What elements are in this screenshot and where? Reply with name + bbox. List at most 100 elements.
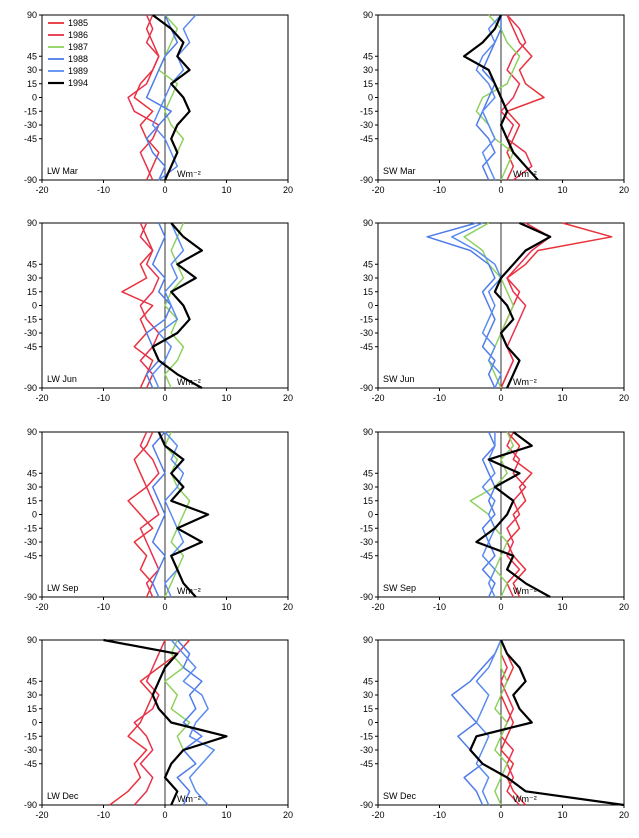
series-line-1994: [151, 222, 203, 389]
y-tick-label: 45: [27, 676, 37, 686]
y-tick-label: -30: [24, 537, 37, 547]
y-tick-label: 0: [368, 510, 373, 520]
y-tick-label: 45: [363, 259, 373, 269]
y-tick-label: 15: [363, 79, 373, 89]
y-tick-label: 0: [32, 301, 37, 311]
x-tick-label: -10: [433, 602, 446, 612]
y-tick-label: -90: [360, 175, 373, 185]
series-line-1986: [133, 639, 166, 806]
y-tick-label: -30: [360, 745, 373, 755]
y-tick-label: -15: [24, 106, 37, 116]
panel-label: LW Sep: [47, 583, 78, 593]
x-tick-label: 20: [619, 185, 629, 195]
x-axis-unit: Wm⁻²: [513, 377, 537, 387]
legend-label-1987: 1987: [68, 42, 88, 52]
y-tick-label: 30: [363, 482, 373, 492]
series-line-1988: [481, 431, 496, 598]
y-tick-label: 45: [363, 51, 373, 61]
x-tick-label: -10: [97, 810, 110, 820]
y-tick-label: -90: [360, 592, 373, 602]
y-tick-label: 0: [32, 93, 37, 103]
series-line-1989: [170, 639, 215, 806]
x-tick-label: 0: [498, 185, 503, 195]
x-tick-label: -20: [371, 602, 384, 612]
y-tick-label: 90: [27, 218, 37, 228]
x-tick-label: -20: [35, 393, 48, 403]
y-tick-label: 30: [27, 690, 37, 700]
x-tick-label: -20: [35, 602, 48, 612]
x-tick-label: 10: [557, 602, 567, 612]
panel-sw-mar: 90 45 30 15 0 -15 -30 -45 -90-20 -10 0 10 20 SW Mar Wm…: [360, 10, 629, 195]
y-tick-label: -45: [360, 134, 373, 144]
y-tick-label: 15: [363, 496, 373, 506]
x-tick-label: 20: [283, 393, 293, 403]
y-tick-label: -90: [24, 383, 37, 393]
series-line-1989: [475, 14, 502, 181]
y-tick-label: 15: [27, 704, 37, 714]
x-tick-label: 0: [162, 810, 167, 820]
series-line-1989: [451, 222, 502, 389]
series-line-1994: [469, 639, 625, 807]
y-tick-label: 30: [363, 690, 373, 700]
series-line-1987: [164, 222, 185, 389]
series-line-1987: [164, 431, 191, 598]
series-line-1988: [151, 431, 166, 598]
y-tick-label: 30: [363, 273, 373, 283]
panel-lw-mar: 90 45 30 15 0 -15 -30 -45 -90-20 -10 0 10 20 LW Mar Wm…: [24, 10, 293, 195]
x-axis-unit: Wm⁻²: [177, 169, 201, 179]
x-axis-unit: Wm⁻²: [177, 377, 201, 387]
y-tick-label: 30: [363, 65, 373, 75]
series-line-1988: [426, 222, 496, 389]
y-tick-label: 45: [363, 676, 373, 686]
y-tick-label: 0: [32, 718, 37, 728]
series-line-1989: [151, 14, 197, 181]
y-tick-label: 15: [363, 287, 373, 297]
y-tick-label: -30: [360, 120, 373, 130]
x-tick-label: -10: [433, 185, 446, 195]
y-tick-label: -90: [24, 175, 37, 185]
series-line-1994: [103, 638, 228, 806]
y-tick-label: -30: [24, 745, 37, 755]
panel-lw-jun: 90 45 30 15 0 -15 -30 -45 -90-20 -10 0 10 20 LW Jun Wm…: [24, 218, 293, 403]
y-tick-label: -15: [24, 523, 37, 533]
series-line-1986: [139, 222, 160, 389]
y-tick-label: -45: [360, 342, 373, 352]
panel-label: SW Jun: [383, 374, 415, 384]
x-tick-label: 20: [619, 602, 629, 612]
x-axis-unit: Wm⁻²: [513, 794, 537, 804]
x-tick-label: -10: [433, 810, 446, 820]
y-tick-label: -45: [24, 134, 37, 144]
y-tick-label: -90: [360, 383, 373, 393]
panel-label: SW Mar: [383, 166, 416, 176]
x-tick-label: -10: [97, 185, 110, 195]
y-tick-label: 90: [363, 10, 373, 20]
y-tick-label: 15: [27, 496, 37, 506]
y-tick-label: 30: [27, 273, 37, 283]
panel-lw-dec: 90 45 30 15 0 -15 -30 -45 -90-20 -10 0 10 20 LW Dec Wm…: [24, 635, 293, 820]
y-tick-label: -45: [24, 759, 37, 769]
y-tick-label: -45: [360, 759, 373, 769]
y-tick-label: -90: [24, 800, 37, 810]
x-tick-label: -20: [35, 185, 48, 195]
x-tick-label: -20: [371, 393, 384, 403]
x-axis-unit: Wm⁻²: [513, 169, 537, 179]
y-tick-label: -30: [360, 328, 373, 338]
series-line-1989: [475, 639, 502, 806]
y-tick-label: 90: [27, 635, 37, 645]
panel-label: LW Mar: [47, 166, 78, 176]
panel-label: LW Dec: [47, 791, 79, 801]
x-tick-label: 10: [221, 810, 231, 820]
x-tick-label: 10: [221, 602, 231, 612]
series-line-1994: [152, 14, 191, 181]
series-line-1986: [500, 14, 533, 181]
x-tick-label: -20: [35, 810, 48, 820]
series-line-1985: [109, 639, 191, 806]
y-tick-label: 15: [27, 287, 37, 297]
x-tick-label: -20: [371, 810, 384, 820]
x-tick-label: 0: [162, 602, 167, 612]
y-tick-label: -90: [360, 800, 373, 810]
x-tick-label: 20: [283, 602, 293, 612]
legend-label-1988: 1988: [68, 54, 88, 64]
series-line-1985: [127, 431, 154, 598]
x-tick-label: 20: [283, 185, 293, 195]
